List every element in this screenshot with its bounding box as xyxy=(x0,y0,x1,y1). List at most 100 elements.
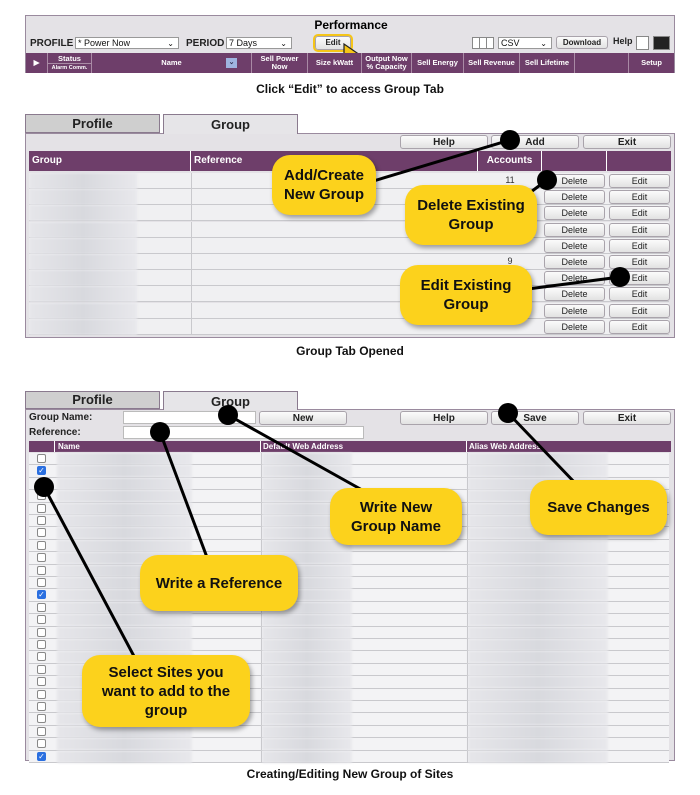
callout-line-add xyxy=(369,138,511,184)
site-checkbox[interactable] xyxy=(37,714,46,724)
row-divider xyxy=(467,515,468,527)
accounts-count: 11 xyxy=(505,175,515,185)
blurred-alias-address xyxy=(468,725,608,738)
blurred-default-address xyxy=(262,738,352,751)
site-checkbox[interactable] xyxy=(37,528,46,538)
help-button[interactable]: Help xyxy=(400,135,488,149)
edit-button[interactable]: Edit xyxy=(313,34,353,52)
row-divider xyxy=(467,453,468,465)
site-checkbox[interactable] xyxy=(37,677,46,687)
period-select[interactable]: 7 Days ⌄ xyxy=(226,37,292,49)
download-button[interactable]: Download xyxy=(556,36,608,49)
site-checkbox[interactable] xyxy=(37,652,46,662)
tab-profile[interactable]: Profile xyxy=(25,114,160,133)
delete-button[interactable]: Delete xyxy=(544,319,605,334)
blurred-alias-address xyxy=(468,552,608,565)
callout-dot-delete xyxy=(537,170,557,190)
site-checkbox[interactable] xyxy=(37,540,46,550)
site-checkbox[interactable] xyxy=(37,553,46,563)
blurred-site-name xyxy=(57,614,192,627)
column-name[interactable]: Name ⌄ xyxy=(92,53,252,73)
site-checkbox[interactable] xyxy=(37,739,46,749)
edit-button[interactable]: Edit xyxy=(609,287,670,302)
site-checkbox[interactable] xyxy=(37,578,46,587)
callout-select: Select Sites you want to add to the grou… xyxy=(82,655,250,727)
site-checkbox[interactable] xyxy=(37,627,46,637)
video-icon[interactable] xyxy=(653,36,670,50)
edit-button[interactable]: Edit xyxy=(609,206,670,221)
row-divider xyxy=(467,738,468,751)
row-divider xyxy=(191,237,192,254)
help-button[interactable]: Help xyxy=(400,411,488,425)
delete-button[interactable]: Delete xyxy=(544,174,605,188)
row-divider xyxy=(191,189,192,206)
document-icon[interactable] xyxy=(636,36,649,50)
site-checkbox[interactable]: ✓ xyxy=(37,466,46,476)
tab-group[interactable]: Group xyxy=(163,391,298,410)
help-label[interactable]: Help xyxy=(613,36,633,46)
edit-button[interactable]: Edit xyxy=(609,174,670,188)
row-divider xyxy=(467,614,468,627)
site-checkbox[interactable] xyxy=(37,640,46,649)
row-divider xyxy=(467,465,468,478)
name-filter-icon[interactable]: ⌄ xyxy=(226,58,237,68)
row-divider xyxy=(191,286,192,303)
expand-arrow-icon[interactable]: ▶ xyxy=(26,53,48,73)
edit-button[interactable]: Edit xyxy=(609,238,670,253)
row-divider xyxy=(191,205,192,222)
callout-line-edit xyxy=(519,275,621,292)
site-checkbox[interactable] xyxy=(37,664,46,674)
tab-group[interactable]: Group xyxy=(163,114,298,134)
row-divider xyxy=(467,552,468,565)
column-sell-revenue: Sell Revenue xyxy=(464,53,520,73)
group-edit-panel: Group Name: New Help Save Exit Reference… xyxy=(25,409,675,763)
row-divider xyxy=(467,589,468,602)
delete-button[interactable]: Delete xyxy=(544,287,605,302)
row-divider xyxy=(261,750,262,763)
row-divider xyxy=(191,270,192,287)
callout-line-select xyxy=(42,486,138,661)
blurred-alias-address xyxy=(468,750,608,763)
new-button[interactable]: New xyxy=(259,411,347,425)
exit-button[interactable]: Exit xyxy=(583,411,671,425)
site-checkbox[interactable] xyxy=(37,689,46,699)
site-checkbox[interactable] xyxy=(37,726,46,736)
blurred-alias-address xyxy=(468,688,608,701)
edit-button[interactable]: Edit xyxy=(609,319,670,334)
performance-toolbar: Performance PROFILE * Power Now ⌄ PERIOD … xyxy=(25,15,675,73)
table-view-icon[interactable] xyxy=(472,37,494,49)
callout-edit: Edit Existing Group xyxy=(400,265,532,325)
site-checkbox[interactable]: ✓ xyxy=(37,751,46,761)
site-checkbox[interactable] xyxy=(37,702,46,711)
edit-button[interactable]: Edit xyxy=(609,190,670,205)
callout-line-reference xyxy=(158,431,210,561)
delete-button[interactable]: Delete xyxy=(544,238,605,253)
exit-button[interactable]: Exit xyxy=(583,135,671,149)
blurred-alias-address xyxy=(468,651,608,664)
export-format-select[interactable]: CSV ⌄ xyxy=(498,37,552,49)
site-checkbox[interactable]: ✓ xyxy=(37,590,46,600)
delete-button[interactable]: Delete xyxy=(544,222,605,237)
blurred-default-address xyxy=(262,502,352,515)
edit-button[interactable]: Edit xyxy=(609,255,670,269)
edit-button[interactable]: Edit xyxy=(609,303,670,318)
site-checkbox[interactable] xyxy=(37,454,46,463)
column-setup: Setup xyxy=(641,58,662,67)
blurred-default-address xyxy=(262,626,352,639)
delete-button[interactable]: Delete xyxy=(544,303,605,318)
delete-button[interactable]: Delete xyxy=(544,190,605,205)
tab-profile[interactable]: Profile xyxy=(25,391,160,409)
row-divider xyxy=(467,577,468,589)
blurred-alias-address xyxy=(468,453,608,465)
site-checkbox[interactable] xyxy=(37,565,46,575)
delete-button[interactable]: Delete xyxy=(544,206,605,221)
delete-button[interactable]: Delete xyxy=(544,255,605,269)
edit-button[interactable]: Edit xyxy=(609,222,670,237)
site-checkbox[interactable] xyxy=(37,602,46,612)
site-checkbox[interactable] xyxy=(37,615,46,625)
site-checkbox[interactable] xyxy=(37,503,46,513)
reference-input[interactable] xyxy=(123,426,364,439)
row-divider xyxy=(467,626,468,639)
profile-select[interactable]: * Power Now ⌄ xyxy=(75,37,179,49)
site-checkbox[interactable] xyxy=(37,516,46,525)
